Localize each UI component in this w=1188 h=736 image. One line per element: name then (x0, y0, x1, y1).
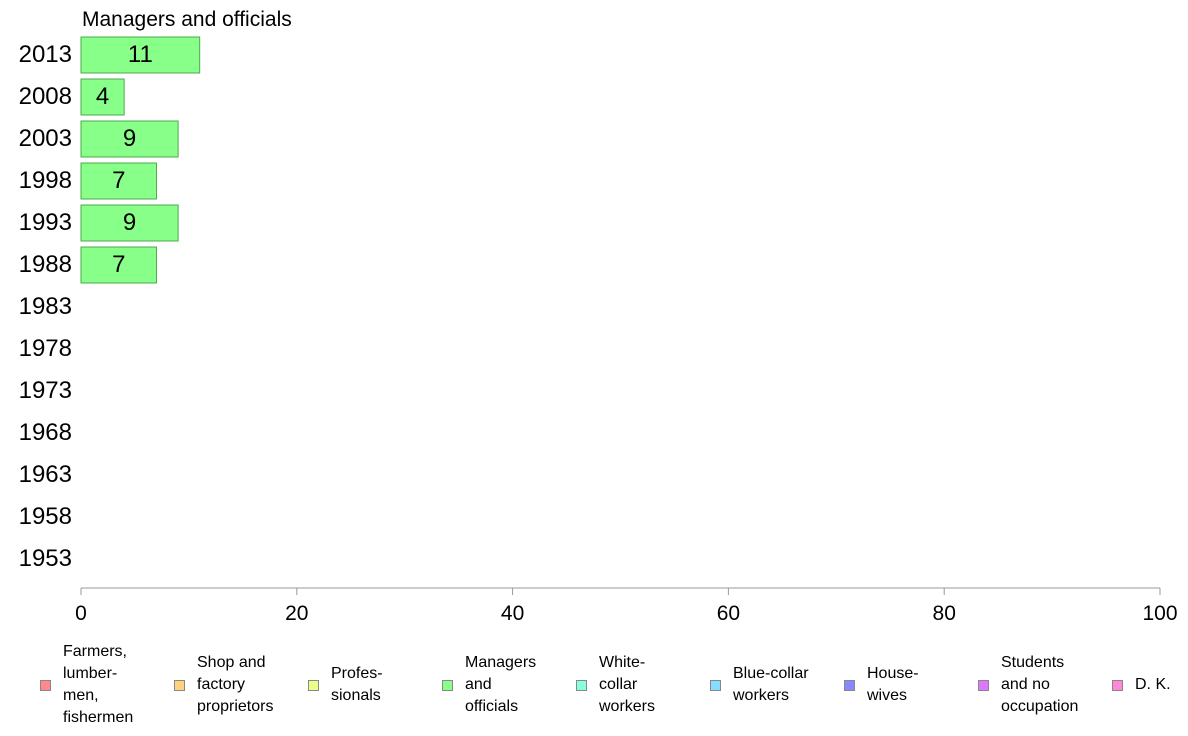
y-tick-label: 2013 (19, 41, 72, 68)
data-label: 4 (96, 83, 109, 110)
y-tick-label: 1968 (19, 419, 72, 446)
y-tick-label: 1958 (19, 503, 72, 530)
legend-item-managers: Managers and officials (442, 645, 536, 725)
legend-label: Profes- sionals (331, 665, 383, 704)
legend-label: D. K. (1135, 676, 1171, 693)
legend-swatch (978, 679, 989, 691)
y-tick-label: 1998 (19, 167, 72, 194)
y-tick-label: 2008 (19, 83, 72, 110)
bar (80, 36, 201, 74)
bar (80, 204, 179, 242)
legend-item-white-collar: White- collar workers (576, 645, 655, 725)
legend-item-dk: D. K. (1112, 645, 1171, 725)
legend-swatch (40, 679, 51, 691)
y-tick-label: 1953 (19, 545, 72, 572)
y-tick-label: 1988 (19, 251, 72, 278)
legend-swatch (710, 679, 721, 691)
legend-label: Students and no occupation (1001, 654, 1079, 715)
legend-label: Farmers, lumber- men, fishermen (63, 643, 134, 726)
legend-swatch (308, 679, 319, 691)
x-tick-label: 100 (1142, 602, 1177, 625)
legend-swatch (442, 679, 453, 691)
chart-title: Managers and officials (82, 8, 292, 31)
legend-label: Blue-collar workers (733, 665, 809, 704)
legend-label: Shop and factory proprietors (197, 654, 274, 715)
y-tick-label: 1978 (19, 335, 72, 362)
legend-label: Managers and officials (465, 654, 537, 715)
x-tick-label: 40 (501, 602, 524, 625)
bar (80, 120, 179, 158)
legend-swatch (174, 679, 185, 691)
data-label: 7 (112, 251, 125, 278)
y-tick-label: 1993 (19, 209, 72, 236)
x-tick-label: 20 (285, 602, 308, 625)
y-tick-label: 1973 (19, 377, 72, 404)
data-label: 7 (112, 167, 125, 194)
y-tick-label: 1983 (19, 293, 72, 320)
legend-item-housewives: House- wives (844, 645, 919, 725)
bar (80, 78, 125, 116)
data-label: 11 (128, 41, 153, 68)
legend-item-blue-collar: Blue-collar workers (710, 645, 809, 725)
legend-swatch (576, 679, 587, 691)
x-tick-label: 80 (933, 602, 956, 625)
y-tick-label: 2003 (19, 125, 72, 152)
y-tick-label: 1963 (19, 461, 72, 488)
legend-label: White- collar workers (599, 654, 656, 715)
legend-swatch (844, 679, 855, 691)
legend: Farmers, lumber- men, fishermen Shop and… (0, 643, 1188, 726)
legend-label: House- wives (867, 665, 919, 704)
x-tick-label: 0 (75, 602, 87, 625)
legend-item-shop-proprietors: Shop and factory proprietors (174, 645, 273, 725)
legend-swatch (1112, 679, 1123, 691)
data-label: 9 (123, 125, 136, 152)
data-label: 9 (123, 209, 136, 236)
legend-item-professionals: Profes- sionals (308, 645, 383, 725)
x-tick-label: 60 (717, 602, 740, 625)
legend-item-farmers: Farmers, lumber- men, fishermen (40, 643, 133, 726)
legend-item-students: Students and no occupation (978, 645, 1078, 725)
bar (80, 246, 158, 284)
bar (80, 162, 158, 200)
